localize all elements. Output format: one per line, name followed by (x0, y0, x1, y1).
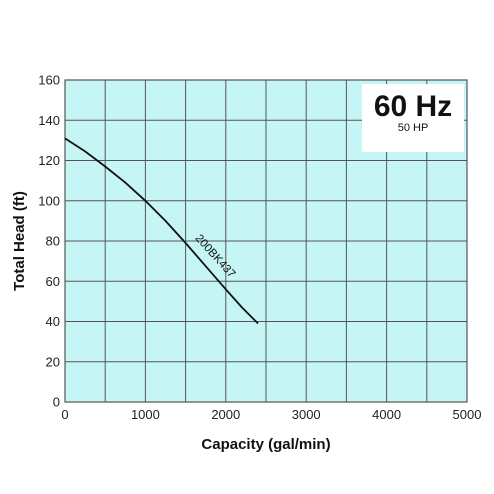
x-tick-label: 1000 (131, 407, 160, 422)
frequency-label-box (362, 84, 464, 152)
x-tick-label: 3000 (292, 407, 321, 422)
y-tick-label: 0 (53, 395, 60, 410)
series-line-200BK437 (64, 137, 259, 325)
y-tick-label: 40 (46, 314, 60, 329)
y-tick-label: 100 (38, 193, 60, 208)
x-axis-label: Capacity (gal/min) (201, 436, 330, 453)
y-tick-label: 20 (46, 354, 60, 369)
x-tick-label: 0 (61, 407, 68, 422)
y-tick-label: 120 (38, 153, 60, 168)
x-axis-ticks: 0 1000 2000 3000 4000 5000 (61, 407, 481, 422)
y-tick-label: 160 (38, 73, 60, 88)
x-tick-label: 2000 (211, 407, 240, 422)
power-label: 50 HP (398, 122, 429, 134)
y-tick-label: 60 (46, 274, 60, 289)
y-tick-label: 80 (46, 234, 60, 249)
y-axis-ticks: 0 20 40 60 80 100 120 140 160 (38, 73, 60, 410)
frequency-label: 60 Hz (374, 90, 452, 123)
y-axis-label: Total Head (ft) (11, 191, 28, 291)
x-tick-label: 5000 (453, 407, 482, 422)
x-tick-label: 4000 (372, 407, 401, 422)
y-tick-label: 140 (38, 113, 60, 128)
plot-frame (64, 79, 468, 403)
